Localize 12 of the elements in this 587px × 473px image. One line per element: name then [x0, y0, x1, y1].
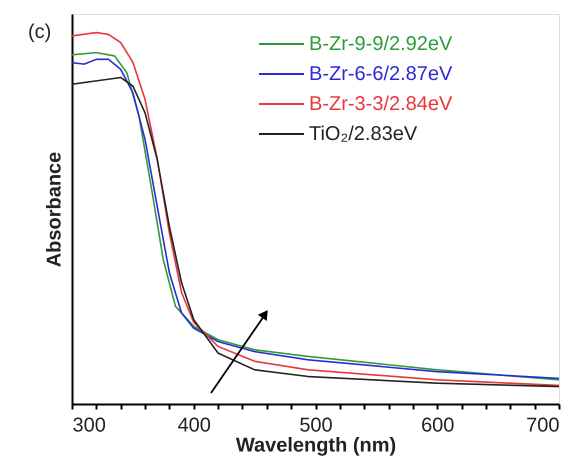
x-axis-title: Wavelength (nm)	[236, 434, 396, 456]
x-tick-label: 400	[178, 414, 211, 436]
text: (c)	[28, 21, 52, 43]
legend-label: B-Zr-9-9/2.92eV	[309, 33, 454, 55]
legend-label: TiO₂/2.83eV	[309, 123, 418, 145]
legend-label: B-Zr-6-6/2.87eV	[309, 63, 454, 85]
x-tick-label: 500	[299, 414, 333, 436]
x-tick-label: 300	[72, 414, 106, 436]
x-tick-label: 600	[421, 414, 454, 436]
y-axis-title: Absorbance	[44, 152, 66, 268]
legend-label: B-Zr-3-3/2.84eV	[309, 93, 454, 115]
x-tick-label: 700	[526, 414, 560, 436]
